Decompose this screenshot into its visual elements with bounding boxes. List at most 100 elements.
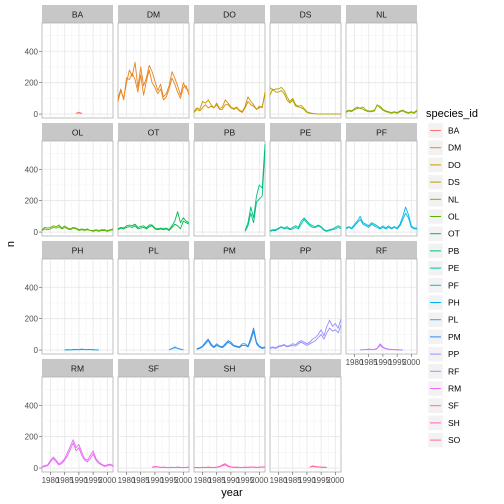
x-tick-label: 2000 xyxy=(98,476,116,485)
legend-label-pf: PF xyxy=(448,280,459,290)
series-line-pb-1 xyxy=(244,150,266,232)
strip-label-so: SO xyxy=(299,364,312,374)
panel-pl xyxy=(117,258,190,355)
strip-ol xyxy=(42,123,113,141)
panel-dm xyxy=(117,22,190,119)
strip-label-sh: SH xyxy=(224,364,236,374)
series-line-pe-1 xyxy=(269,219,342,232)
strip-label-ba: BA xyxy=(72,10,84,20)
legend-label-nl: NL xyxy=(448,194,459,204)
legend-label-pl: PL xyxy=(448,315,459,325)
series-line-rm-2 xyxy=(41,439,114,468)
strip-label-pb: PB xyxy=(224,128,236,138)
strip-sf xyxy=(118,359,189,377)
series-line-pp-1 xyxy=(269,324,342,349)
series-line-pm-1 xyxy=(196,330,266,350)
series-line-ba-2 xyxy=(75,111,82,114)
panel-ph xyxy=(41,258,114,355)
strip-label-rm: RM xyxy=(71,364,84,374)
x-tick-label: 1995 xyxy=(236,476,254,485)
panel-so xyxy=(269,376,342,473)
strip-label-pf: PF xyxy=(376,128,387,138)
x-tick-label: 1990 xyxy=(374,358,392,367)
series-line-sh-2 xyxy=(193,463,266,469)
series-line-dm-2 xyxy=(117,61,190,102)
strip-do xyxy=(194,5,265,23)
x-tick-label: 1980 xyxy=(346,358,364,367)
panel-sf xyxy=(117,376,190,473)
x-axis-title: year xyxy=(221,487,243,499)
series-line-sf-2 xyxy=(152,466,190,468)
series-line-rf-2 xyxy=(360,343,403,351)
x-tick-label: 1990 xyxy=(70,476,88,485)
x-tick-label: 1990 xyxy=(298,476,316,485)
panel-nl xyxy=(345,22,418,119)
legend-label-rm: RM xyxy=(448,384,461,394)
x-tick-label: 1995 xyxy=(312,476,330,485)
series-line-pf-1 xyxy=(345,212,417,230)
legend-label-ph: PH xyxy=(448,298,460,308)
x-tick-label: 1985 xyxy=(132,476,150,485)
x-tick-label: 2000 xyxy=(326,476,344,485)
series-line-pb-2 xyxy=(244,144,266,231)
panel-rf xyxy=(345,258,418,355)
x-tick-label: 1995 xyxy=(160,476,178,485)
panel-ot xyxy=(117,140,190,237)
series-line-do-1 xyxy=(193,95,266,113)
x-tick-label: 1995 xyxy=(388,358,406,367)
strip-label-dm: DM xyxy=(147,10,160,20)
legend-label-dm: DM xyxy=(448,143,461,153)
y-tick-label: 400 xyxy=(25,47,39,56)
y-tick-label: 0 xyxy=(34,346,39,355)
x-tick-label: 1995 xyxy=(84,476,102,485)
strip-label-pp: PP xyxy=(300,246,312,256)
x-tick-label: 2000 xyxy=(174,476,192,485)
series-line-ph-2 xyxy=(64,348,99,351)
strip-rm xyxy=(42,359,113,377)
series-line-pm-2 xyxy=(196,327,266,350)
legend-label-rf: RF xyxy=(448,366,459,376)
panel-pp xyxy=(269,258,342,355)
series-line-rm-1 xyxy=(41,442,114,468)
legend-label-sh: SH xyxy=(448,418,460,428)
panel-sh xyxy=(193,376,266,473)
y-tick-label: 400 xyxy=(25,401,39,410)
y-tick-label: 200 xyxy=(25,79,39,88)
series-line-ol-1 xyxy=(41,226,114,232)
y-tick-label: 400 xyxy=(25,283,39,292)
y-tick-label: 400 xyxy=(25,165,39,174)
x-tick-label: 2000 xyxy=(402,358,420,367)
y-tick-label: 200 xyxy=(25,433,39,442)
x-tick-label: 1985 xyxy=(56,476,74,485)
legend-label-so: SO xyxy=(448,435,461,445)
series-line-nl-2 xyxy=(345,104,418,113)
strip-label-ds: DS xyxy=(300,10,312,20)
x-tick-label: 1980 xyxy=(42,476,60,485)
strip-label-sf: SF xyxy=(148,364,159,374)
series-line-pp-2 xyxy=(269,318,342,349)
panel-ba xyxy=(41,22,114,119)
legend-label-ot: OT xyxy=(448,229,460,239)
strip-ot xyxy=(118,123,189,141)
series-line-ot-2 xyxy=(117,211,190,231)
legend-label-do: DO xyxy=(448,160,461,170)
legend-label-pm: PM xyxy=(448,332,461,342)
strip-dm xyxy=(118,5,189,23)
x-tick-label: 1990 xyxy=(146,476,164,485)
strip-label-pl: PL xyxy=(148,246,159,256)
strip-pp xyxy=(270,241,341,259)
strip-nl xyxy=(346,5,417,23)
panel-pb xyxy=(193,140,266,237)
y-axis-title: n xyxy=(5,241,17,247)
panel-rm xyxy=(41,376,114,473)
strip-ds xyxy=(270,5,341,23)
strip-pm xyxy=(194,241,265,259)
y-tick-label: 0 xyxy=(34,464,39,473)
panel-ol xyxy=(41,140,114,237)
panel-do xyxy=(193,22,266,119)
panel-pm xyxy=(193,258,266,355)
series-line-ot-1 xyxy=(117,220,190,231)
y-tick-label: 200 xyxy=(25,315,39,324)
